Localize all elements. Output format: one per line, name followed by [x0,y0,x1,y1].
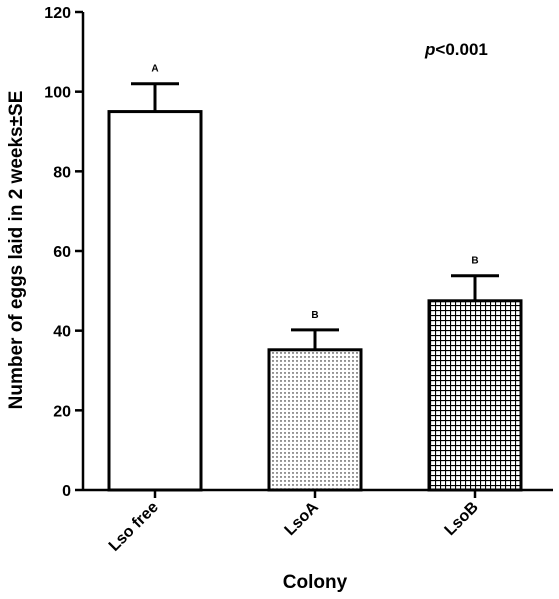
sig-letter-3: B [471,256,478,267]
y-tick-label-120: 120 [44,5,71,22]
bar-3 [427,299,523,492]
x-axis: Lso free LsoA LsoB [83,488,553,555]
bar-2 [267,348,363,492]
x-axis-title: Colony [283,572,348,593]
sig-letter-2: B [311,310,318,321]
y-tick-label-100: 100 [44,85,71,102]
y-tick-label-60: 60 [53,244,71,261]
y-axis-title: Number of eggs laid in 2 weeks±SE [6,91,27,410]
x-tick-label-2: LsoA [282,498,323,539]
sig-letter-1: A [151,64,158,75]
y-tick-label-40: 40 [53,324,71,341]
p-value-italic: p [424,40,435,59]
error-bars-group [131,82,499,350]
bars-group [107,110,523,492]
p-value-rest: <0.001 [435,40,487,59]
significance-letters-group: A B B [151,64,478,321]
y-tick-label-20: 20 [53,403,71,420]
x-tick-label-3: LsoB [442,499,482,539]
x-tick-label-1: Lso free [106,499,162,555]
y-tick-label-0: 0 [62,483,71,500]
y-tick-label-80: 80 [53,164,71,181]
p-value-annotation: p<0.001 [424,40,488,59]
y-axis: 0 20 40 60 80 100 120 [44,5,85,500]
bar-1 [107,110,203,492]
